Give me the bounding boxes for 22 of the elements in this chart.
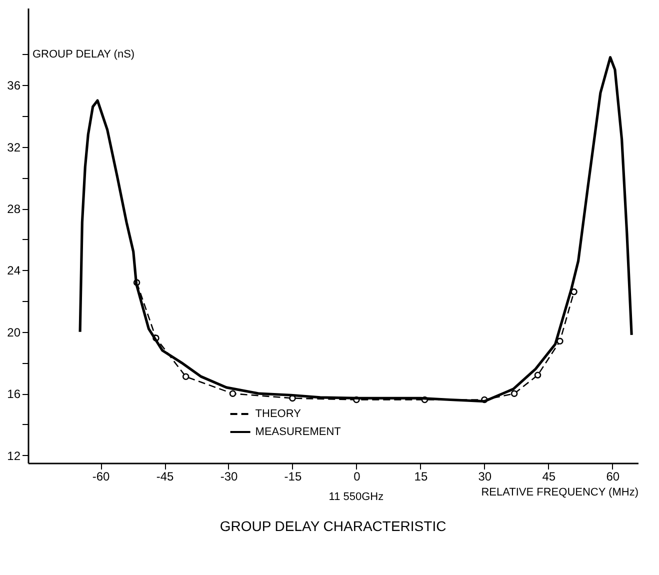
x-tick-label: -45 bbox=[156, 470, 174, 484]
y-tick-label: 20 bbox=[7, 325, 21, 340]
text: 11 550GHz bbox=[328, 491, 384, 503]
y-axis-title: GROUP DELAY (nS) bbox=[32, 48, 135, 60]
x-tick-label: -15 bbox=[284, 470, 302, 484]
y-tick-label: 12 bbox=[7, 448, 21, 463]
legend-label: MEASUREMENT bbox=[255, 426, 342, 438]
x-axis-title: RELATIVE FREQUENCY (MHz) bbox=[481, 486, 638, 498]
y-tick-label: 36 bbox=[7, 78, 21, 93]
y-tick-label: 28 bbox=[7, 202, 21, 216]
text: GROUP DELAY CHARACTERISTIC bbox=[220, 518, 446, 534]
x-tick-label: -30 bbox=[220, 470, 238, 484]
x-tick-label: -60 bbox=[92, 470, 110, 484]
x-tick-label: 30 bbox=[478, 470, 492, 484]
legend-label: THEORY bbox=[255, 408, 302, 420]
y-tick-label: 24 bbox=[7, 264, 21, 278]
x-tick-label: 0 bbox=[354, 470, 361, 484]
x-tick-label: 60 bbox=[606, 470, 620, 484]
y-tick-label: 16 bbox=[7, 387, 21, 402]
y-tick-label: 32 bbox=[7, 140, 21, 154]
x-tick-label: 15 bbox=[414, 470, 428, 484]
x-tick-label: 45 bbox=[542, 470, 556, 484]
